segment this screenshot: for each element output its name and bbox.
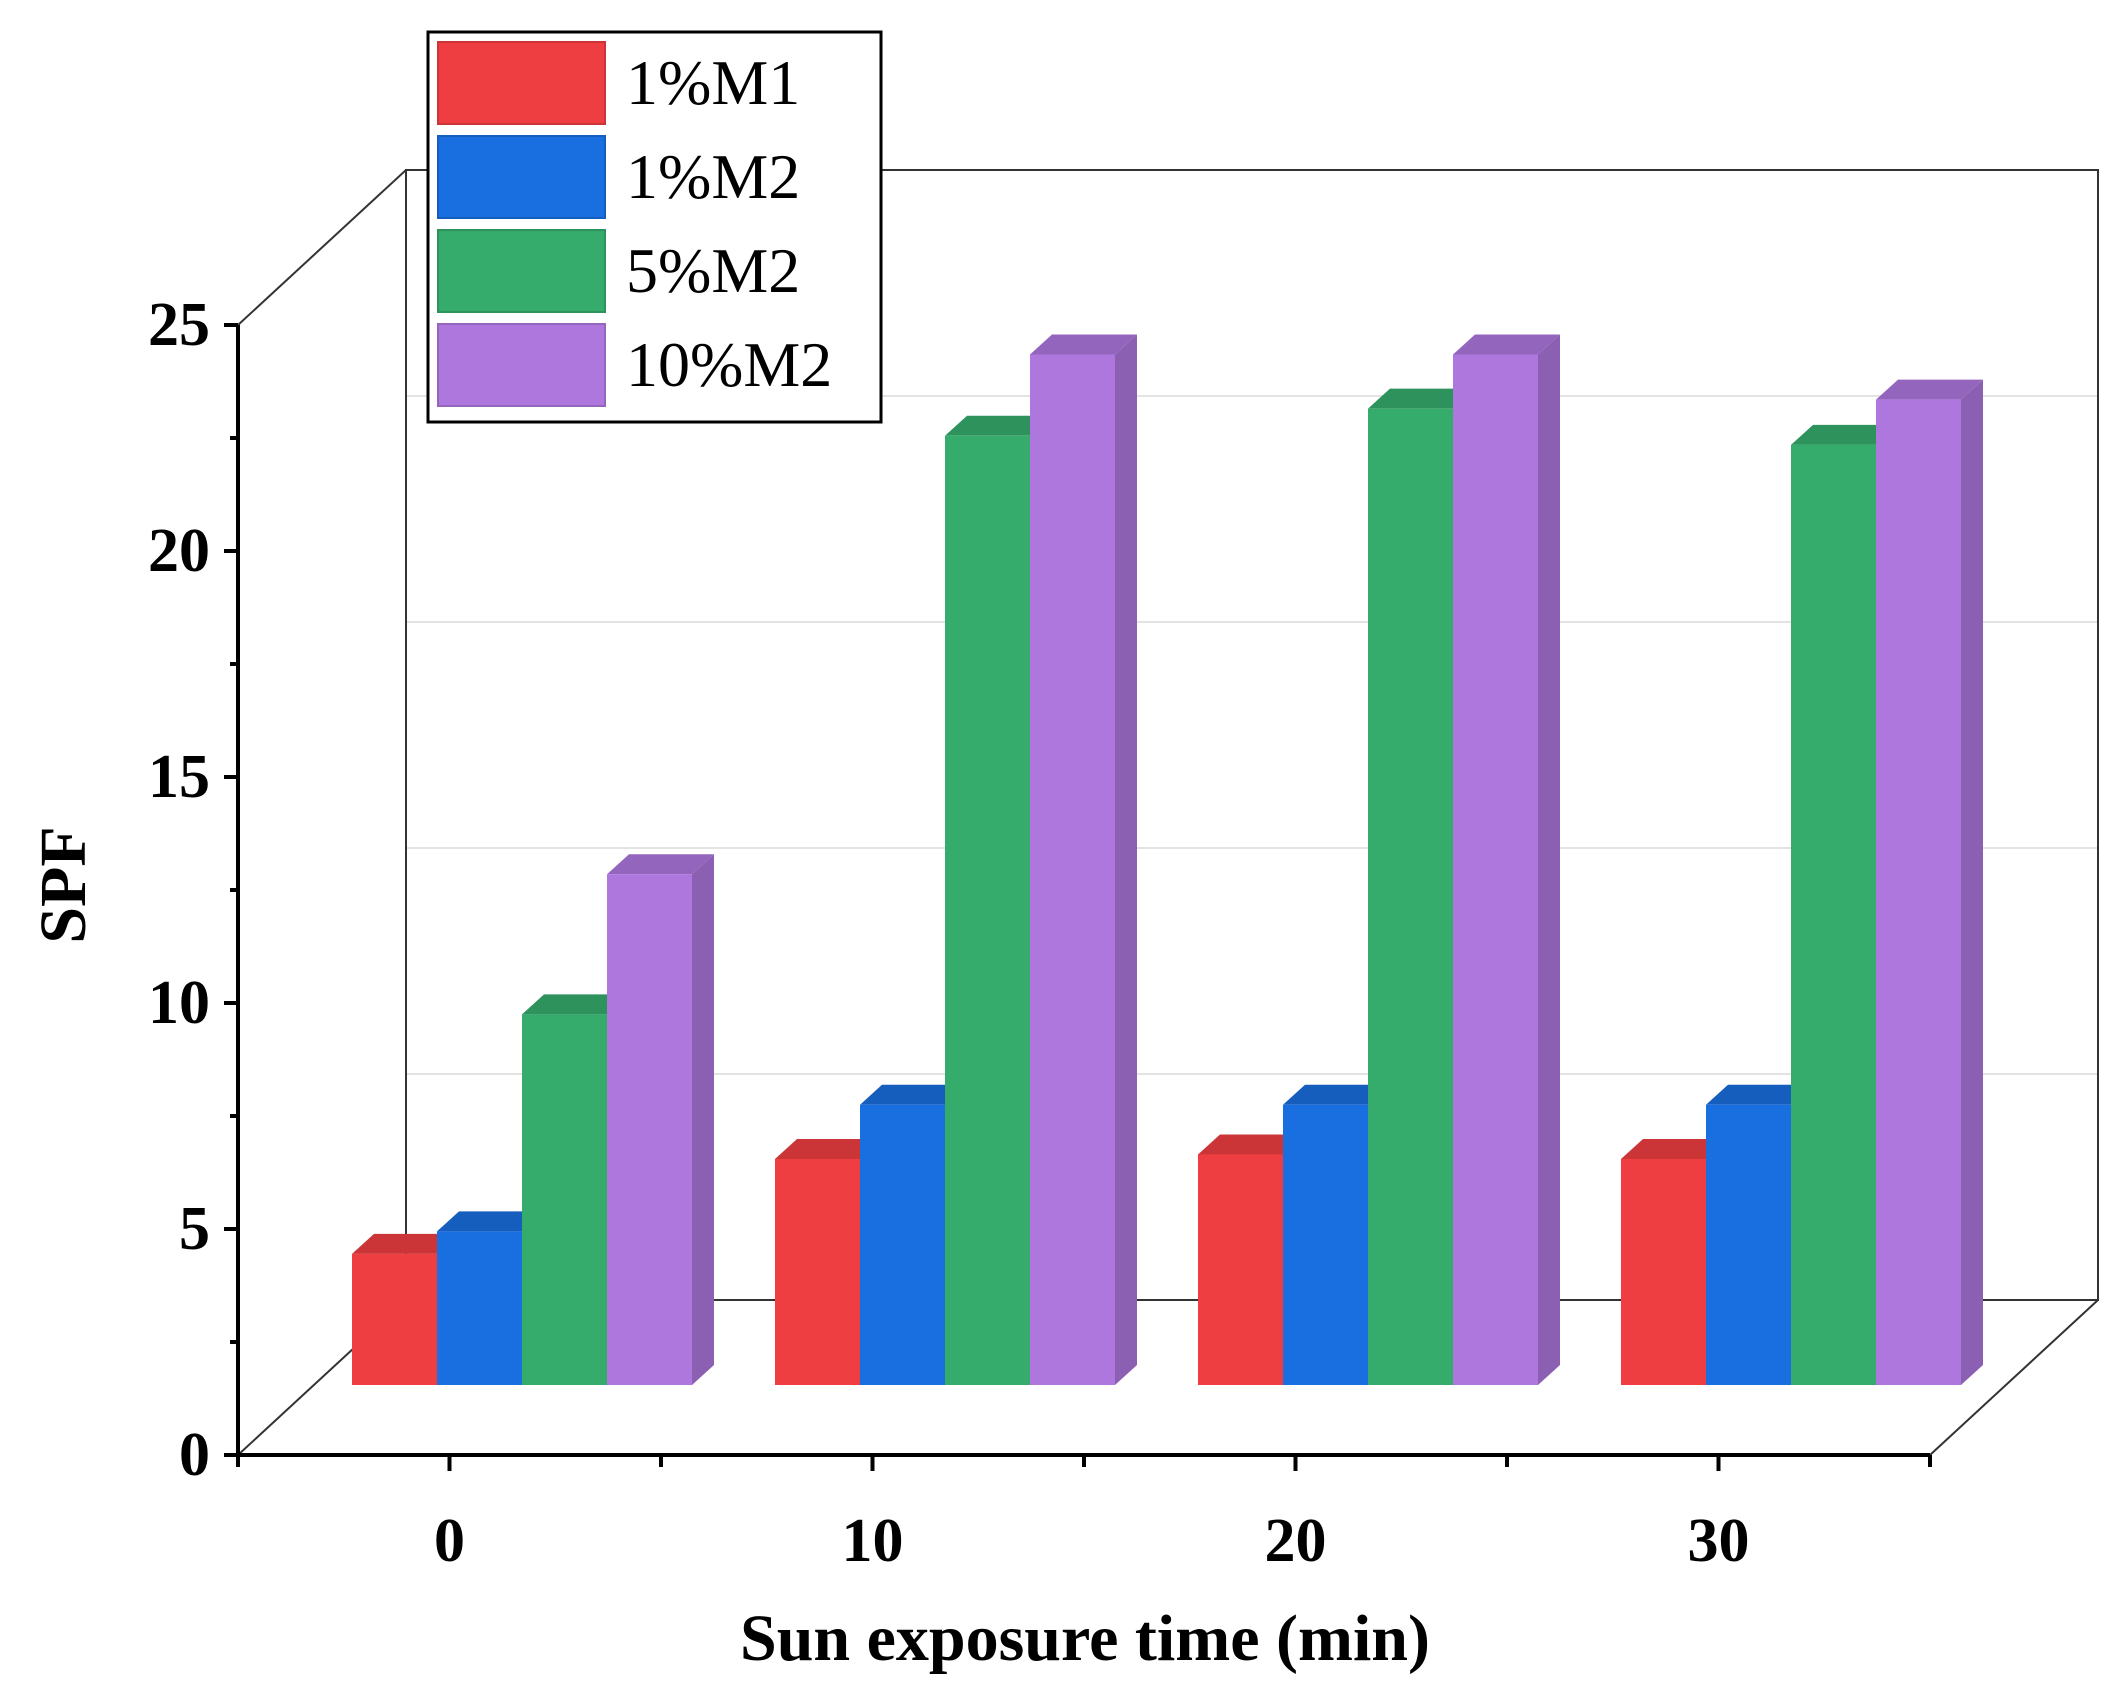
legend-label-2: 5%M2 [626, 235, 800, 306]
bar-front [1030, 354, 1115, 1386]
bar-top [437, 1211, 544, 1232]
bar-top [775, 1139, 882, 1159]
bar-front [522, 1014, 607, 1385]
bar-top [607, 854, 714, 875]
bar-front [860, 1104, 945, 1385]
y-tick-label-25: 25 [148, 291, 210, 359]
x-axis-title: Sun exposure time (min) [740, 1602, 1430, 1675]
bar-front [437, 1231, 522, 1385]
bar-top [1030, 334, 1137, 355]
bar-5pctm2-10 [945, 415, 1052, 1385]
legend: 1%M1 1%M2 5%M2 10%M2 [426, 30, 883, 424]
legend-swatch-2 [437, 229, 606, 313]
x-tick-label-20: 20 [1265, 1507, 1327, 1575]
bar-top [860, 1084, 967, 1105]
legend-swatch-0 [437, 41, 606, 125]
legend-label-0: 1%M1 [626, 47, 800, 118]
bar-front [1368, 408, 1453, 1385]
bar-top [1621, 1139, 1728, 1159]
bar-top [1368, 388, 1475, 409]
bar-top [945, 415, 1052, 436]
bar-top [352, 1233, 459, 1254]
bar-front [1283, 1104, 1368, 1385]
legend-label-3: 10%M2 [626, 329, 832, 400]
bar-front [1621, 1159, 1706, 1385]
bar-front [1876, 399, 1961, 1385]
bar-top [1791, 424, 1898, 445]
y-tick-label-5: 5 [179, 1195, 210, 1263]
bar-front [1198, 1154, 1283, 1385]
bar-side [692, 854, 714, 1385]
bar-front [607, 874, 692, 1385]
bar-side [1961, 379, 1983, 1385]
chart-bars [352, 334, 1983, 1386]
x-tick-label-0: 0 [434, 1507, 465, 1575]
bar-front [945, 435, 1030, 1385]
bar-front [1453, 354, 1538, 1386]
frame-edge-bottom-right [1929, 1299, 2099, 1456]
y-tick-label-0: 0 [179, 1421, 210, 1489]
bar-side [1538, 334, 1560, 1386]
bar-10pctm2-0 [607, 854, 714, 1385]
bar-top [1876, 379, 1983, 400]
bar-side [1115, 334, 1137, 1386]
bar-10pctm2-30 [1876, 379, 1983, 1385]
bar-top [1283, 1084, 1390, 1105]
bar-top [522, 994, 629, 1015]
legend-swatch-3 [437, 323, 606, 407]
y-tick-label-10: 10 [148, 969, 210, 1037]
bar-front [1706, 1104, 1791, 1385]
bar-10pctm2-20 [1453, 334, 1560, 1386]
legend-swatch-1 [437, 135, 606, 219]
legend-label-1: 1%M2 [626, 141, 800, 212]
bar-front [1791, 444, 1876, 1386]
y-tick-label-20: 20 [148, 517, 210, 585]
x-tick-label-10: 10 [842, 1507, 904, 1575]
bar-top [1453, 334, 1560, 355]
bar-top [1706, 1084, 1813, 1105]
bar-10pctm2-10 [1030, 334, 1137, 1386]
bar-top [1198, 1134, 1305, 1155]
y-axis-title: SPF [27, 826, 100, 943]
bar-front [775, 1159, 860, 1385]
y-tick-label-15: 15 [148, 743, 210, 811]
x-tick-label-30: 30 [1688, 1507, 1750, 1575]
chart-axes: 0 5 10 15 20 25 0 10 20 30 [148, 291, 1932, 1575]
bar-front [352, 1253, 437, 1385]
frame-edge-top-left [237, 169, 407, 326]
